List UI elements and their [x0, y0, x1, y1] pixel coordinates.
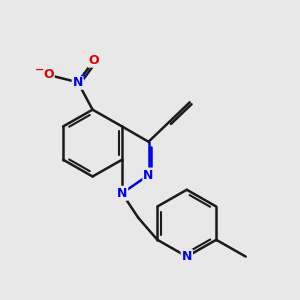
Text: −: − — [35, 64, 44, 75]
Text: N: N — [143, 169, 154, 182]
Text: +: + — [80, 71, 88, 81]
Text: O: O — [89, 54, 99, 67]
Text: O: O — [43, 68, 54, 81]
Text: N: N — [182, 250, 192, 263]
Text: N: N — [73, 76, 83, 89]
Text: N: N — [117, 187, 127, 200]
